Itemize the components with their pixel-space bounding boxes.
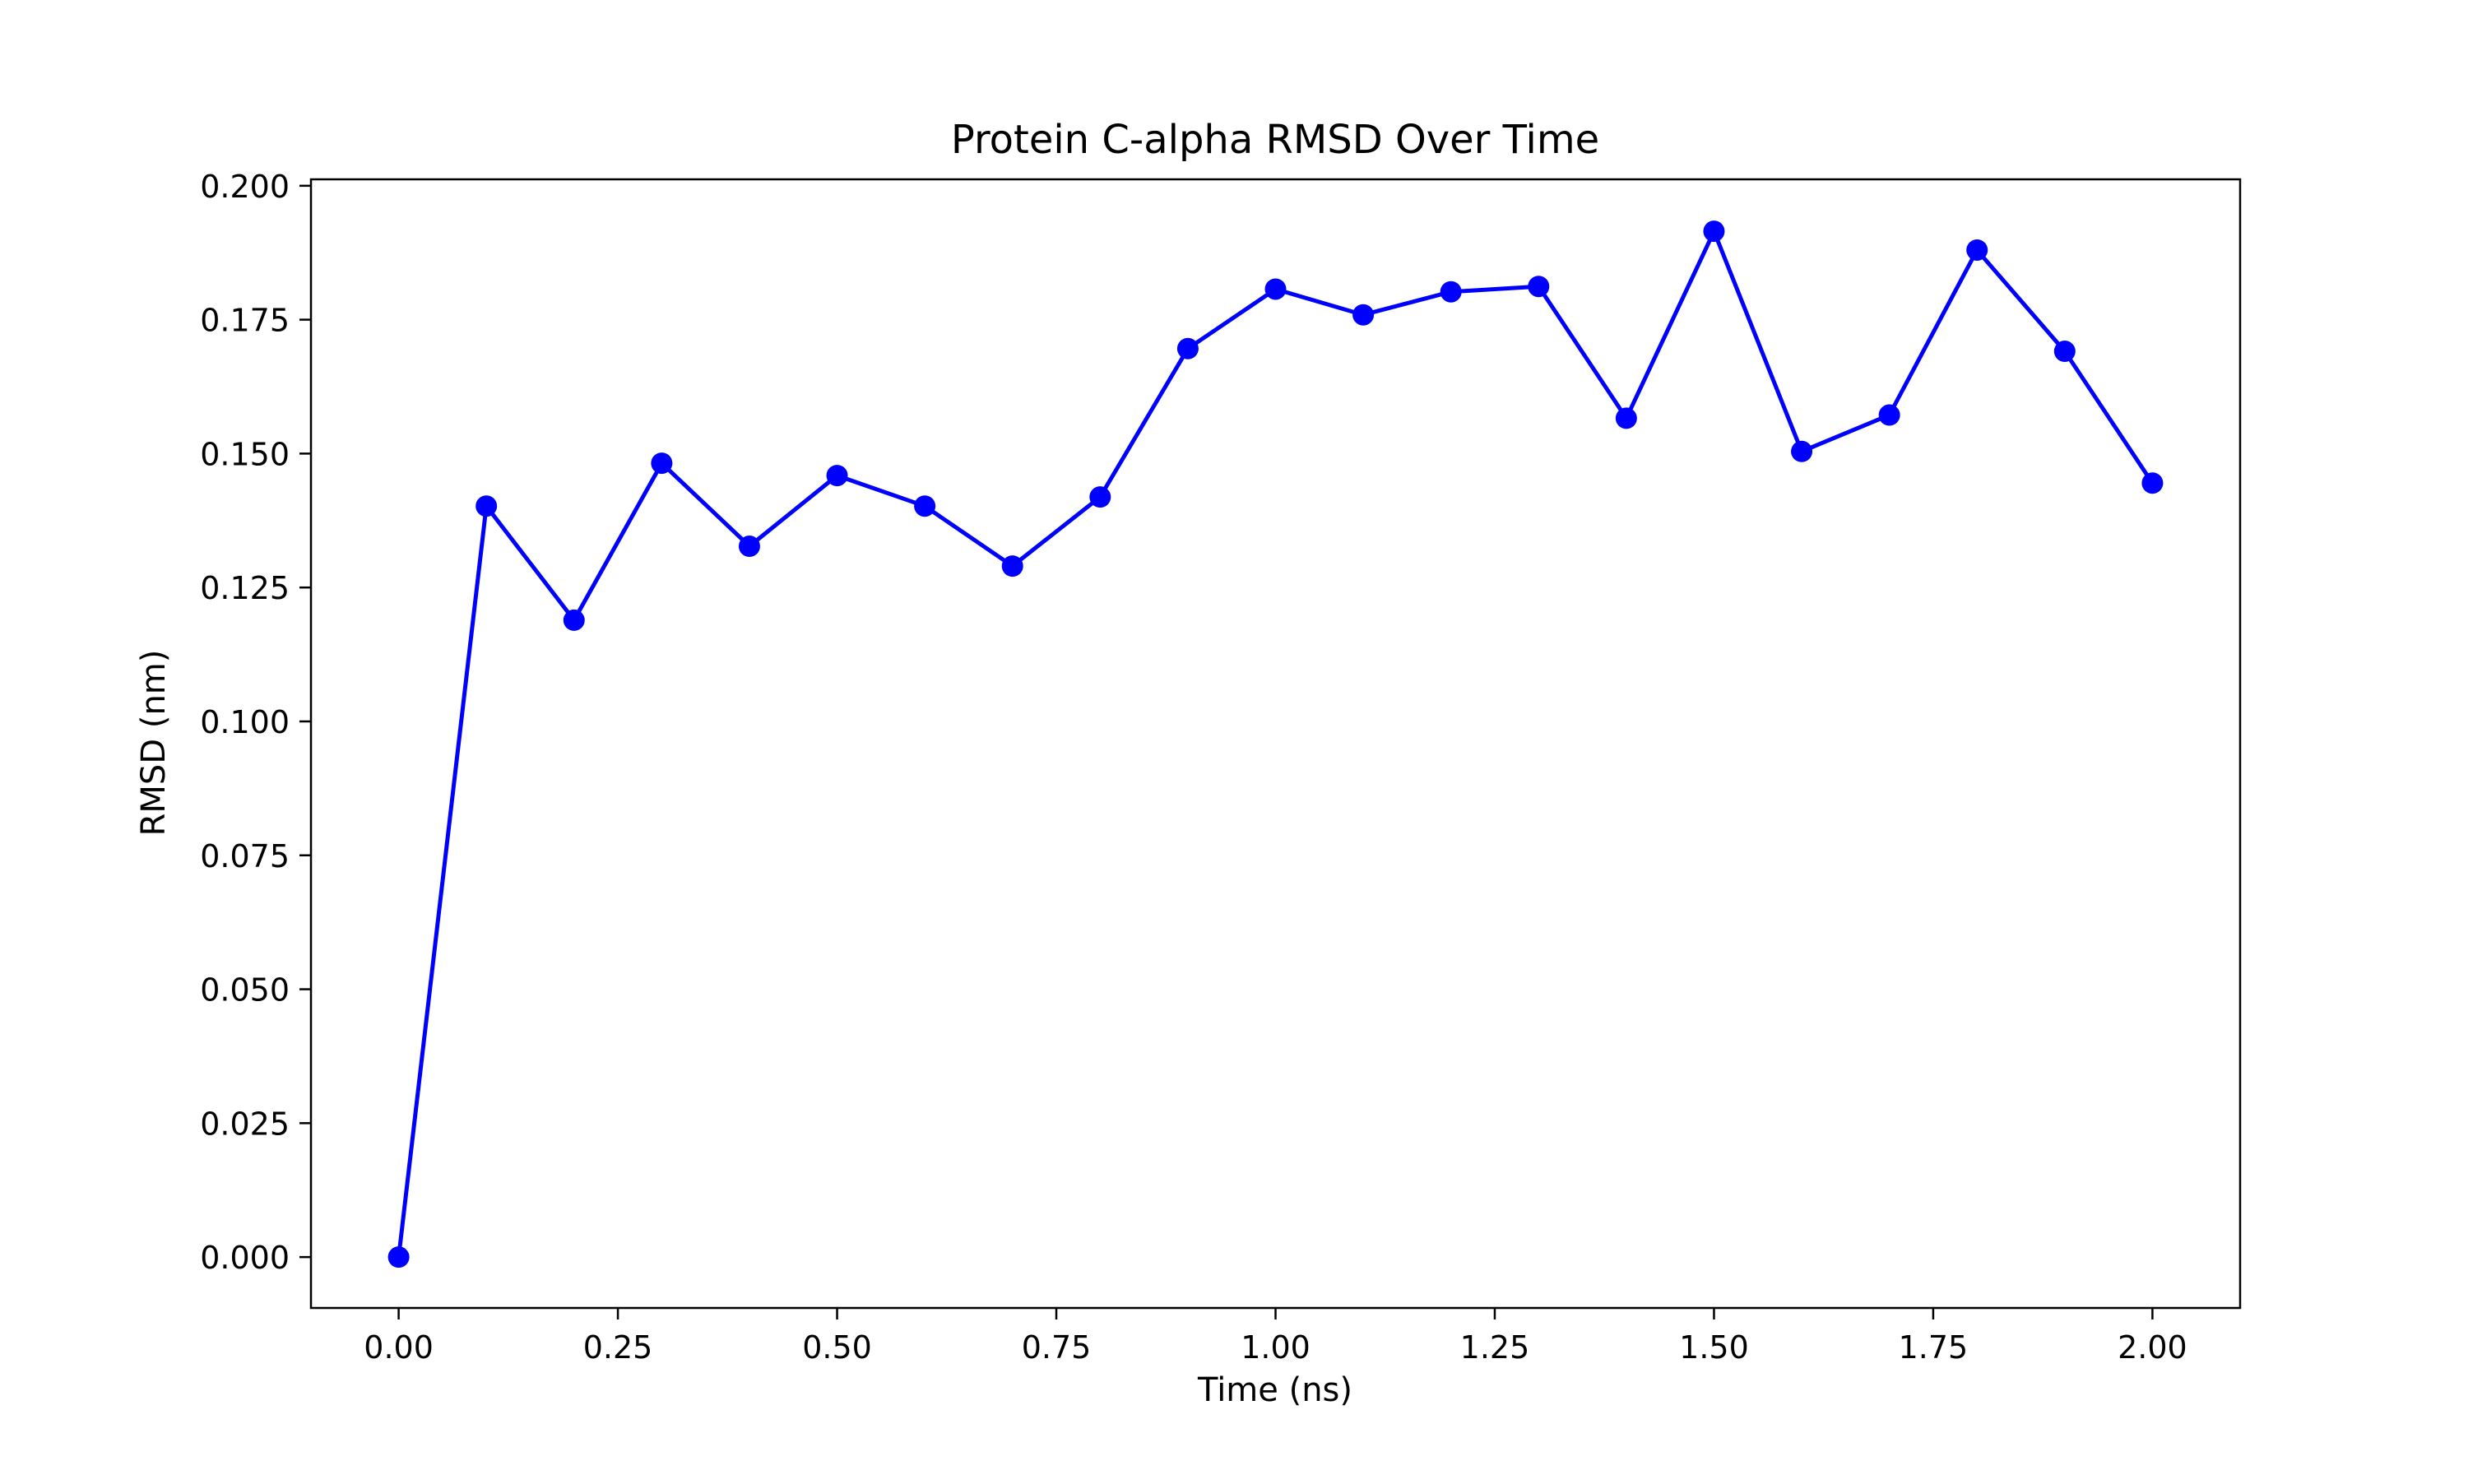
y-tick-label: 0.050: [200, 972, 290, 1009]
data-point: [563, 609, 585, 631]
plot-area-frame: [309, 178, 2242, 1310]
data-point: [1089, 486, 1111, 508]
data-point: [1528, 276, 1550, 298]
y-tick-label: 0.000: [200, 1240, 290, 1276]
data-point: [1001, 555, 1023, 577]
data-point: [1176, 337, 1199, 359]
x-tick-label: 0.00: [364, 1329, 434, 1366]
data-point: [1615, 407, 1637, 429]
data-point: [476, 495, 498, 517]
x-tick-label: 0.25: [583, 1329, 653, 1366]
data-point: [2141, 472, 2164, 494]
x-axis-ticks: 0.00 0.25 0.50 0.75 1.00 1.25 1.50 1.75 2.00: [364, 1308, 2187, 1366]
y-tick-label: 0.150: [200, 436, 290, 472]
data-point: [1440, 281, 1462, 303]
x-tick-label: 1.75: [1899, 1329, 1969, 1366]
y-tick-label: 0.125: [200, 570, 290, 606]
data-point: [2053, 341, 2076, 363]
data-point: [1878, 404, 1900, 426]
data-point: [1264, 278, 1287, 300]
data-point: [826, 465, 848, 487]
x-tick-label: 2.00: [2118, 1329, 2187, 1366]
y-tick-label: 0.075: [200, 838, 290, 874]
x-axis-label: Time (ns): [1197, 1371, 1352, 1409]
x-tick-label: 1.00: [1241, 1329, 1311, 1366]
data-point: [1703, 220, 1725, 243]
data-point: [1966, 239, 1988, 261]
plot-series: [387, 220, 2164, 1268]
chart-title: Protein C-alpha RMSD Over Time: [951, 117, 1599, 163]
x-tick-label: 0.50: [802, 1329, 872, 1366]
data-point: [738, 536, 760, 558]
data-point: [1791, 440, 1813, 462]
y-axis-label: RMSD (nm): [135, 650, 173, 837]
x-tick-label: 1.50: [1679, 1329, 1749, 1366]
y-axis-ticks: 0.000 0.025 0.050 0.075 0.100 0.125 0.150 0.175…: [200, 169, 311, 1276]
data-point: [1352, 304, 1375, 326]
data-point: [914, 495, 936, 517]
y-tick-label: 0.175: [200, 303, 290, 339]
data-point: [651, 452, 673, 475]
y-tick-label: 0.100: [200, 704, 290, 740]
x-tick-label: 0.75: [1022, 1329, 1092, 1366]
x-tick-label: 1.25: [1460, 1329, 1530, 1366]
data-point: [387, 1246, 410, 1268]
y-tick-label: 0.200: [200, 169, 290, 205]
y-tick-label: 0.025: [200, 1106, 290, 1142]
